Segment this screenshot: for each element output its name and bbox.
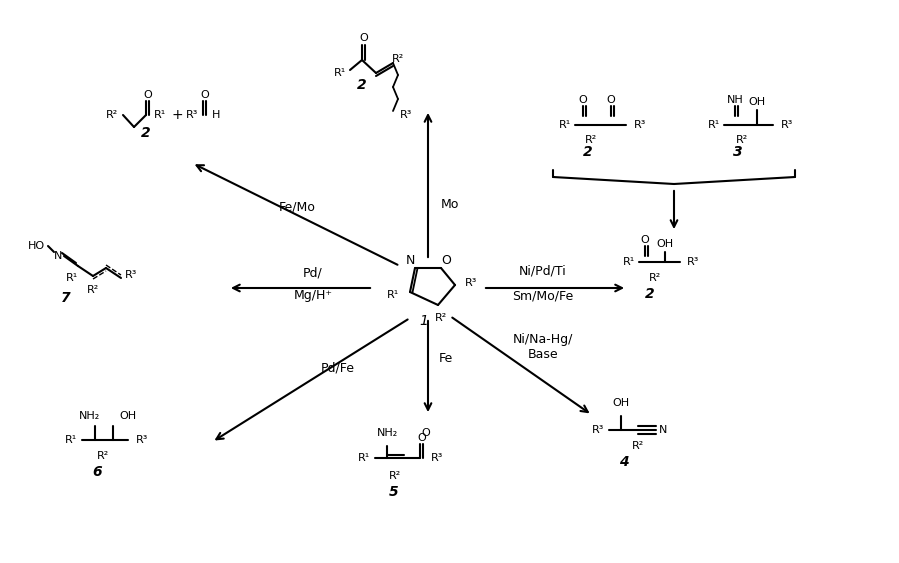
Text: O: O	[641, 235, 649, 245]
Text: R¹: R¹	[154, 110, 166, 120]
Text: R²: R²	[632, 441, 644, 451]
Text: R³: R³	[465, 278, 477, 288]
Text: R¹: R¹	[559, 120, 571, 130]
Text: R³: R³	[186, 110, 198, 120]
Text: R¹: R¹	[708, 120, 720, 130]
Text: R²: R²	[97, 451, 109, 461]
Text: 6: 6	[93, 465, 102, 479]
Text: R³: R³	[431, 453, 443, 463]
Text: O: O	[144, 90, 152, 100]
Text: R²: R²	[87, 285, 99, 295]
Text: O: O	[200, 90, 209, 100]
Text: Ni/Na-Hg/: Ni/Na-Hg/	[512, 333, 574, 346]
Text: Ni/Pd/Ti: Ni/Pd/Ti	[519, 265, 567, 278]
Text: Fe: Fe	[439, 351, 453, 364]
Text: Fe/Mo: Fe/Mo	[279, 200, 316, 213]
Text: R¹: R¹	[334, 68, 346, 78]
Text: R³: R³	[136, 435, 148, 445]
Text: R²: R²	[392, 54, 405, 64]
Text: Pd/: Pd/	[303, 266, 323, 279]
Text: HO: HO	[28, 241, 45, 251]
Text: Mo: Mo	[441, 199, 459, 212]
Text: R²: R²	[649, 273, 661, 283]
Text: O: O	[418, 433, 426, 443]
Text: R¹: R¹	[66, 273, 78, 283]
Text: OH: OH	[749, 97, 766, 107]
Text: R¹: R¹	[358, 453, 370, 463]
Text: NH: NH	[726, 95, 743, 105]
Text: 3: 3	[734, 145, 743, 159]
Text: N: N	[54, 251, 62, 261]
Text: Sm/Mo/Fe: Sm/Mo/Fe	[512, 289, 574, 302]
Text: R³: R³	[687, 257, 699, 267]
Text: 2: 2	[357, 78, 367, 92]
Text: NH₂: NH₂	[79, 411, 101, 421]
Text: R¹: R¹	[387, 290, 399, 300]
Text: 2: 2	[645, 287, 654, 301]
Text: O: O	[360, 33, 369, 43]
Text: Base: Base	[528, 348, 558, 361]
Text: R³: R³	[125, 270, 138, 280]
Text: 4: 4	[619, 455, 628, 469]
Text: R²: R²	[736, 135, 748, 145]
Text: O: O	[607, 95, 616, 105]
Text: 2: 2	[583, 145, 592, 159]
Text: 1: 1	[420, 314, 429, 328]
Text: R³: R³	[592, 425, 604, 435]
Text: OH: OH	[120, 411, 137, 421]
Text: H: H	[212, 110, 220, 120]
Text: R³: R³	[781, 120, 793, 130]
Text: O: O	[441, 254, 451, 267]
Text: R²: R²	[389, 471, 401, 481]
Text: OH: OH	[612, 398, 629, 408]
Text: O: O	[422, 428, 431, 438]
Text: R²: R²	[585, 135, 597, 145]
Text: O: O	[579, 95, 587, 105]
Text: Mg/H⁺: Mg/H⁺	[293, 289, 333, 302]
Text: +: +	[171, 108, 182, 122]
Text: R¹: R¹	[65, 435, 77, 445]
Text: 2: 2	[141, 126, 151, 140]
Text: 5: 5	[389, 485, 399, 499]
Text: 7: 7	[61, 291, 71, 305]
Text: R³: R³	[400, 110, 412, 120]
Text: R¹: R¹	[623, 257, 635, 267]
Text: N: N	[405, 254, 414, 267]
Text: N: N	[659, 425, 667, 435]
Text: R²: R²	[106, 110, 118, 120]
Text: OH: OH	[656, 239, 673, 249]
Text: R³: R³	[634, 120, 646, 130]
Text: Pd/Fe: Pd/Fe	[321, 361, 355, 374]
Text: NH₂: NH₂	[377, 428, 397, 438]
Text: R²: R²	[435, 313, 447, 323]
